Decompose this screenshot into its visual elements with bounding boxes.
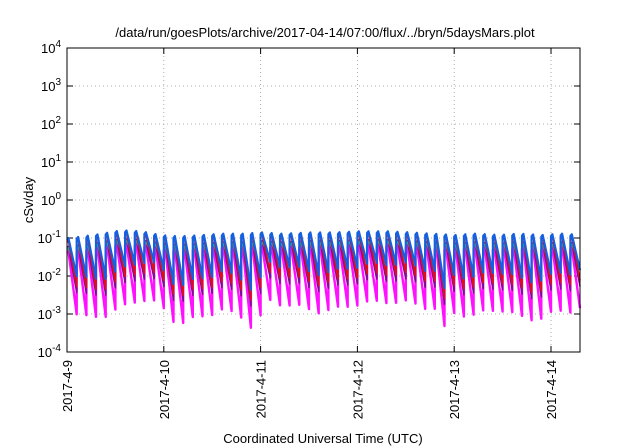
- y-axis-label: cSv/day: [21, 176, 36, 223]
- series-line: [66, 229, 582, 291]
- x-tick-label: 2017-4-13: [447, 360, 462, 419]
- x-axis-label: Coordinated Universal Time (UTC): [223, 431, 422, 446]
- chart-title: /data/run/goesPlots/archive/2017-04-14/0…: [115, 25, 535, 40]
- x-tick-label: 2017-4-11: [254, 360, 269, 418]
- x-tick-label: 2017-4-10: [157, 360, 172, 419]
- plot-frame: [66, 47, 581, 353]
- x-tick-label: 2017-4-14: [544, 360, 559, 419]
- x-tick-label: 2017-4-9: [60, 360, 75, 412]
- x-tick-label: 2017-4-12: [350, 360, 365, 419]
- x-axis-ticks: 2017-4-9 2017-4-10 2017-4-11 2017-4-12 2017-…: [60, 48, 559, 419]
- series-layer: [66, 229, 582, 329]
